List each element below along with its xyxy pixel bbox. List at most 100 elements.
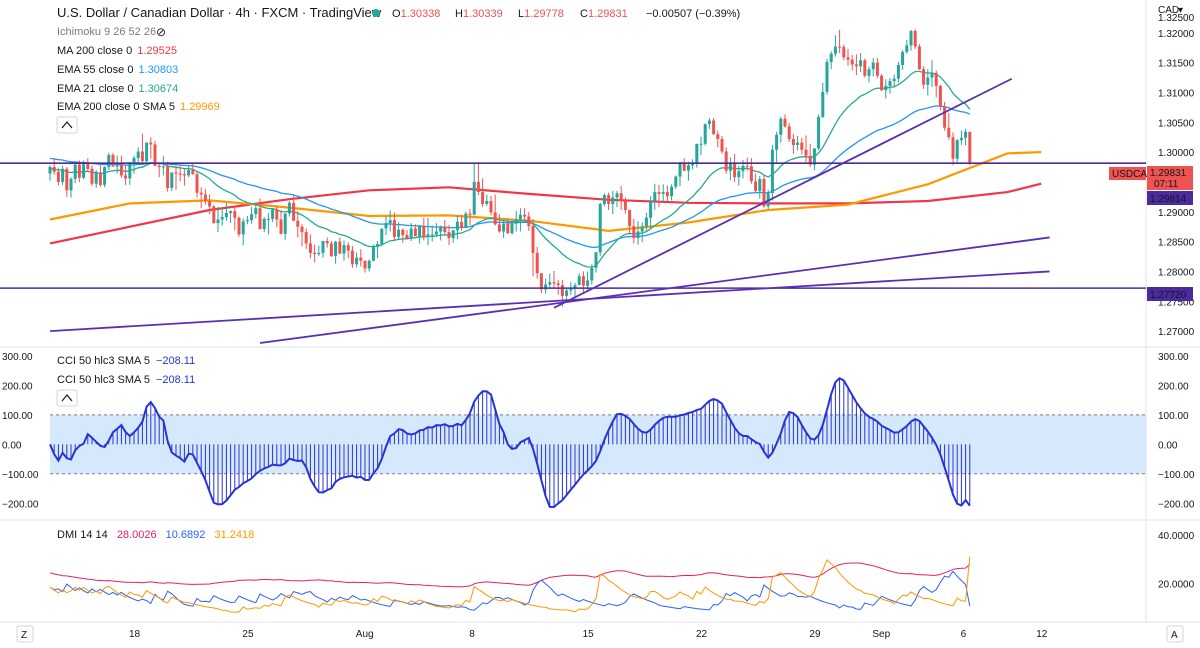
candle	[153, 140, 157, 166]
candle	[476, 162, 480, 196]
candle-body	[909, 31, 913, 46]
candle-body	[632, 226, 636, 238]
candle-body	[686, 165, 690, 171]
candle-body	[430, 234, 434, 236]
candle	[665, 185, 669, 202]
candle	[237, 216, 241, 237]
candle	[65, 167, 69, 197]
indicator-legend[interactable]: Ichimoku 9 26 52 26 ⊘ MA 200 close 0 1.29…	[56, 25, 220, 134]
auto-scale-button[interactable]	[1166, 625, 1184, 643]
candle	[384, 216, 388, 236]
candle-body	[825, 62, 829, 92]
candle-body	[485, 201, 489, 204]
candle-body	[157, 165, 161, 167]
dmi-panel[interactable]: DMI 14 14 28.0026 10.6892 31.2418 40.000…	[49, 529, 1195, 613]
candle-body	[875, 62, 879, 76]
candle-body	[539, 273, 543, 290]
candle	[380, 228, 384, 247]
candle	[233, 205, 237, 231]
candle-body	[754, 181, 758, 191]
candle	[111, 152, 115, 168]
cci-legend-2: CCI 50 hlc3 SMA 5 −208.11	[57, 374, 195, 386]
candle	[644, 212, 648, 231]
candle	[548, 273, 552, 288]
trendline-1	[49, 270, 1050, 332]
ohlc-low: L1.29778	[518, 8, 564, 20]
candle-body	[905, 45, 909, 52]
candle	[686, 161, 690, 181]
candle-body	[922, 69, 926, 85]
chevron-down-icon[interactable]: ▾	[1178, 5, 1183, 16]
candle-body	[716, 134, 720, 139]
candle	[334, 241, 338, 264]
cci-panel[interactable]: CCI 50 hlc3 SMA 5 −208.11 CCI 50 hlc3 SMA…	[2, 352, 1195, 510]
candle-body	[560, 285, 564, 296]
candle	[86, 158, 90, 172]
candle	[951, 132, 955, 166]
candle-body	[308, 243, 312, 253]
candle	[481, 178, 485, 208]
candle-body	[964, 131, 968, 138]
candle	[707, 118, 711, 129]
price-axis[interactable]: 1.32500 CAD ▾ 1.32000 1.31500 1.31000 1.305…	[1158, 5, 1195, 338]
candle-body	[926, 77, 930, 85]
candle	[292, 195, 296, 222]
candle-body	[611, 197, 615, 205]
candle-body	[804, 149, 808, 156]
time-tick: 6	[961, 629, 967, 640]
candle	[56, 167, 60, 186]
candle	[724, 147, 728, 174]
candle-body	[401, 229, 405, 236]
candle	[901, 50, 905, 70]
last-price-badge: 1.29831	[1150, 168, 1187, 179]
candle-body	[586, 280, 590, 286]
candle-body	[245, 220, 249, 222]
candle	[279, 209, 283, 235]
candle-body	[350, 250, 354, 265]
candle-body	[527, 216, 531, 226]
candle-body	[283, 213, 287, 234]
candle-body	[665, 192, 669, 197]
price-panel[interactable]	[0, 0, 1147, 622]
candle	[577, 273, 581, 286]
candle-body	[712, 120, 716, 135]
candle	[367, 259, 371, 272]
candle-body	[821, 91, 825, 117]
collapse-legend-button[interactable]	[56, 116, 78, 134]
candle	[493, 194, 497, 226]
candle-body	[380, 228, 384, 244]
candle-body	[934, 72, 938, 86]
time-axis[interactable]: 18 25 Aug 8 15 22 29 Sep 6 12 Z A	[16, 625, 1184, 643]
eye-hidden-icon[interactable]: ⊘	[156, 25, 166, 39]
candle	[602, 193, 606, 207]
candle	[254, 202, 258, 219]
candle	[594, 251, 598, 273]
candle	[964, 128, 968, 146]
candle-body	[300, 226, 304, 233]
candle	[636, 221, 640, 245]
candle	[544, 278, 548, 294]
candle-body	[275, 209, 279, 220]
candle	[107, 152, 111, 171]
candle-body	[355, 257, 359, 265]
candle-body	[48, 167, 52, 174]
timezone-button[interactable]	[16, 625, 34, 643]
candle-body	[476, 181, 480, 192]
candle	[220, 207, 224, 226]
candle-body	[497, 224, 501, 232]
candle	[581, 271, 585, 294]
candle	[938, 84, 942, 111]
candle	[304, 228, 308, 249]
symbol-title: U.S. Dollar / Canadian Dollar · 4h · FXC…	[57, 5, 382, 20]
candle	[947, 112, 951, 140]
cci-collapse-button[interactable]	[56, 389, 78, 407]
candle	[598, 202, 602, 256]
candle-body	[405, 235, 409, 239]
candle	[527, 211, 531, 231]
candle	[913, 29, 917, 49]
candle	[405, 230, 409, 240]
candle	[523, 208, 527, 221]
candle-body	[758, 179, 762, 191]
candle-body	[338, 241, 342, 254]
